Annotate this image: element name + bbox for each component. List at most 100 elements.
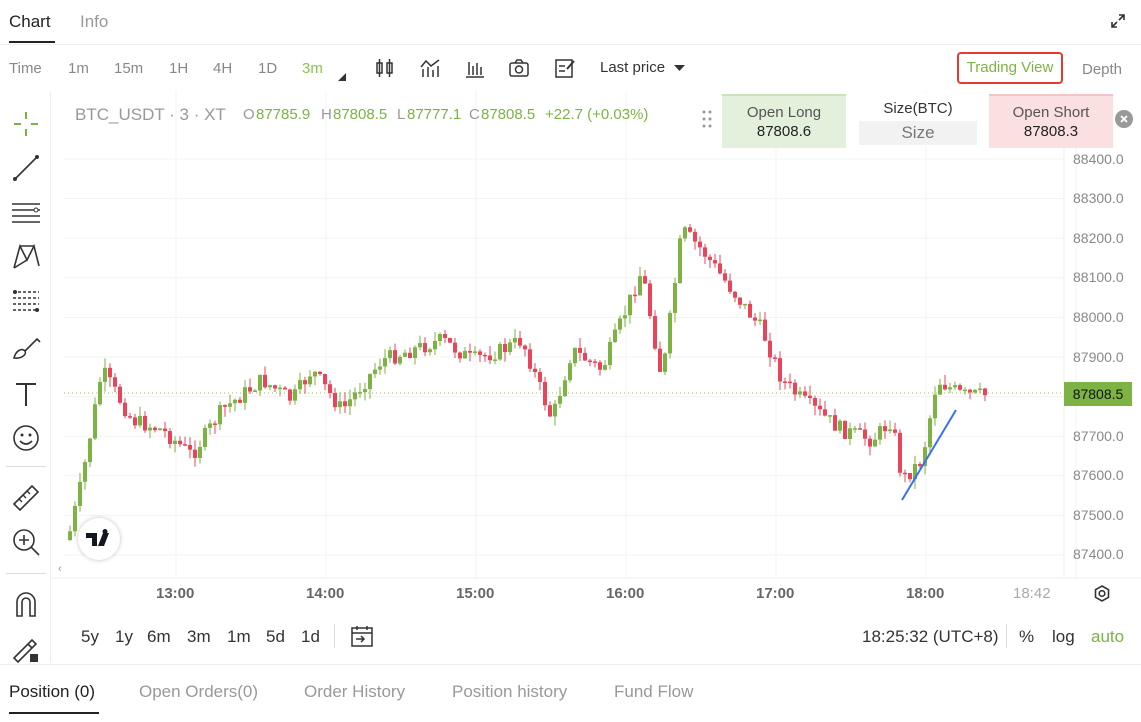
crosshair-icon[interactable] (10, 108, 42, 140)
candle-body (283, 387, 287, 390)
percent-scale-toggle[interactable]: % (1019, 627, 1035, 646)
horizontal-lines-icon[interactable] (10, 196, 42, 228)
calendar-icon[interactable] (350, 624, 374, 648)
camera-icon[interactable] (508, 57, 530, 79)
time-axis-label: 14:00 (306, 585, 345, 602)
trend-line-drawing[interactable] (901, 409, 957, 501)
candle-body (938, 384, 942, 395)
candle-body (413, 347, 417, 359)
candle-body (148, 427, 152, 431)
candle-body (893, 429, 897, 433)
range-1d[interactable]: 1d (301, 627, 320, 646)
text-icon[interactable] (10, 378, 42, 410)
candle-body (223, 405, 227, 407)
collapse-arrow-icon[interactable]: ‹ (58, 563, 62, 575)
timeframe-15m[interactable]: 15m (114, 60, 144, 77)
trading-view-button[interactable]: Trading View (957, 52, 1063, 84)
range-5d[interactable]: 5d (266, 627, 285, 646)
candle-body (333, 393, 337, 408)
price-chart[interactable]: ‹ (0, 0, 1141, 662)
candle-body (178, 440, 182, 445)
candle-body (733, 291, 737, 298)
candle-body (163, 428, 167, 432)
magnet-icon[interactable] (10, 588, 42, 620)
candle-body (658, 348, 662, 372)
timeframe-1h[interactable]: 1H (169, 60, 189, 77)
log-scale-toggle[interactable]: log (1052, 627, 1075, 646)
range-1y[interactable]: 1y (115, 627, 133, 646)
close-icon[interactable] (1115, 110, 1133, 128)
close-value: 87808.5 (481, 106, 536, 123)
open-long-button[interactable]: Open Long 87808.6 (722, 94, 846, 148)
indicators-icon[interactable] (419, 57, 441, 79)
candle-body (608, 342, 612, 366)
candle-body (498, 344, 502, 360)
bar-chart-icon[interactable] (464, 57, 486, 79)
ruler-icon[interactable] (10, 482, 42, 514)
zoom-in-icon[interactable] (10, 526, 42, 558)
tab-position[interactable]: Position (0) (9, 682, 95, 701)
drag-handle-icon[interactable] (697, 106, 717, 136)
tradingview-logo[interactable] (78, 518, 120, 560)
candle-body (233, 399, 237, 404)
close-label: C (469, 106, 480, 123)
brush-icon[interactable] (10, 332, 42, 364)
gear-icon[interactable] (1092, 584, 1112, 604)
tab-chart[interactable]: Chart (9, 12, 51, 31)
emoji-icon[interactable] (10, 422, 42, 454)
candle-body (563, 380, 567, 397)
candle-body (158, 428, 162, 431)
candle-body (323, 373, 327, 385)
candle-body (718, 263, 722, 274)
range-5y[interactable]: 5y (81, 627, 99, 646)
candle-body (518, 338, 522, 346)
open-short-button[interactable]: Open Short 87808.3 (989, 94, 1113, 148)
candle-body (218, 405, 222, 425)
candle-body (618, 318, 622, 330)
candles-icon[interactable] (374, 57, 396, 79)
range-6m[interactable]: 6m (147, 627, 171, 646)
candle-body (78, 481, 82, 506)
timeframe-3m[interactable]: 3m (302, 60, 323, 77)
candle-body (313, 371, 317, 377)
candle-body (198, 446, 202, 458)
candle-body (953, 385, 957, 388)
range-3m[interactable]: 3m (187, 627, 211, 646)
timeframe-1m[interactable]: 1m (68, 60, 89, 77)
expand-icon[interactable] (1111, 14, 1125, 28)
range-1m[interactable]: 1m (227, 627, 251, 646)
auto-scale-toggle[interactable]: auto (1091, 627, 1125, 646)
tab-open-orders[interactable]: Open Orders(0) (139, 682, 259, 701)
tab-order-history[interactable]: Order History (304, 682, 406, 701)
clock-timezone[interactable]: 18:25:32 (UTC+8) (862, 627, 999, 646)
tab-position-history[interactable]: Position history (452, 682, 568, 701)
price-type-select[interactable]: Last price (600, 59, 686, 76)
pattern-icon[interactable] (10, 240, 42, 272)
lock-drawing-icon[interactable] (10, 632, 42, 664)
candle-body (838, 420, 842, 431)
trend-line-icon[interactable] (10, 152, 42, 184)
candle-body (353, 392, 357, 400)
candle-body (663, 353, 667, 372)
price-axis-label: 87400.0 (1073, 546, 1124, 562)
candle-body (678, 238, 682, 284)
open-short-label: Open Short (1012, 104, 1090, 121)
candle-body (783, 381, 787, 383)
depth-button[interactable]: Depth (1082, 61, 1123, 78)
candle-body (88, 438, 92, 463)
candle-body (743, 303, 747, 306)
timeframe-4h[interactable]: 4H (213, 60, 233, 77)
open-long-label: Open Long (746, 104, 822, 121)
candle-body (543, 381, 547, 406)
fib-retracement-icon[interactable] (10, 286, 42, 318)
size-input[interactable]: Size (859, 121, 977, 145)
candle-body (623, 315, 627, 319)
candle-body (123, 402, 127, 417)
timeframe-time[interactable]: Time (9, 60, 42, 77)
candle-body (653, 316, 657, 349)
timeframe-1d[interactable]: 1D (258, 60, 278, 77)
tab-info[interactable]: Info (80, 12, 109, 31)
tab-fund-flow[interactable]: Fund Flow (614, 682, 694, 701)
candle-body (833, 415, 837, 431)
edit-note-icon[interactable] (554, 57, 576, 79)
